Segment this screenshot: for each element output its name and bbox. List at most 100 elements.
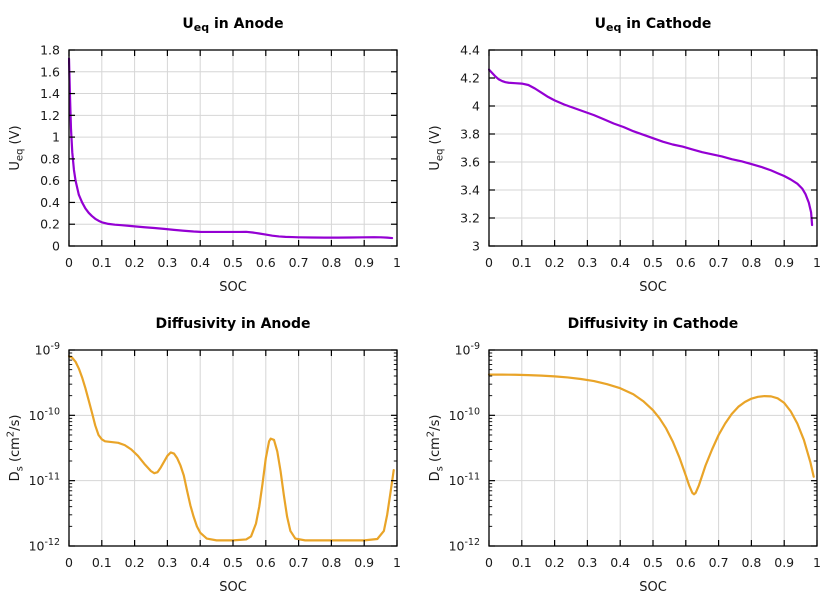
svg-text:0.8: 0.8 [741,255,761,270]
svg-text:0.2: 0.2 [125,555,145,570]
svg-text:0.3: 0.3 [157,555,177,570]
data-curve-diffusivity-cathode [488,373,815,496]
svg-text:0.9: 0.9 [774,255,794,270]
svg-text:0.4: 0.4 [190,255,210,270]
svg-text:0.7: 0.7 [709,555,729,570]
svg-text:0.4: 0.4 [610,555,630,570]
svg-text:0.7: 0.7 [289,555,309,570]
svg-text:0.4: 0.4 [40,195,60,210]
data-curve-ueq-anode [68,57,394,240]
axis-ticks [488,349,818,547]
svg-text:0.6: 0.6 [40,173,60,188]
svg-text:0.1: 0.1 [92,555,112,570]
svg-text:0.1: 0.1 [512,255,532,270]
log-minor-ticks [489,352,817,527]
svg-text:10-12: 10-12 [29,537,60,554]
log-minor-ticks [69,352,397,527]
data-curve-diffusivity-anode [68,355,395,542]
svg-text:0: 0 [485,555,493,570]
svg-text:0: 0 [485,255,493,270]
svg-text:0.3: 0.3 [157,255,177,270]
svg-text:1: 1 [813,555,821,570]
svg-text:0.6: 0.6 [256,555,276,570]
y-tick-labels: 0 0.2 0.4 0.6 0.8 1 1.2 1.4 1.6 1.8 [40,43,60,254]
svg-text:4: 4 [472,99,480,114]
svg-text:10-10: 10-10 [29,406,60,423]
svg-text:1: 1 [393,555,401,570]
svg-text:0.4: 0.4 [190,555,210,570]
x-axis-label: SOC [219,580,247,595]
svg-text:0.3: 0.3 [577,555,597,570]
svg-text:0.8: 0.8 [40,151,60,166]
x-axis-label: SOC [219,280,247,295]
chart-diffusivity-anode: 0 0.1 0.2 0.3 0.4 0.5 0.6 0.7 0.8 0.9 110-1210-111… [6,316,401,595]
chart-title: Diffusivity in Cathode [568,316,739,332]
svg-text:10-11: 10-11 [29,472,60,489]
y-axis-label: Ueq (V) [8,125,26,170]
svg-text:0.9: 0.9 [774,555,794,570]
svg-text:0.8: 0.8 [321,555,341,570]
svg-text:3: 3 [472,239,480,254]
svg-text:0.7: 0.7 [709,255,729,270]
x-axis-label: SOC [639,580,667,595]
chart-title: Diffusivity in Anode [155,316,310,332]
svg-text:10-9: 10-9 [35,341,60,358]
svg-text:0.8: 0.8 [741,555,761,570]
svg-text:1.6: 1.6 [40,64,60,79]
chart-title: Ueq in Anode [182,16,283,34]
y-tick-labels: 3 3.2 3.4 3.6 3.8 4 4.2 4.4 [460,43,480,254]
x-tick-labels: 0 0.1 0.2 0.3 0.4 0.5 0.6 0.7 0.8 0.9 1 [65,555,401,570]
svg-text:0.2: 0.2 [40,217,60,232]
svg-text:10-11: 10-11 [449,472,480,489]
svg-text:10-10: 10-10 [449,406,480,423]
svg-text:3.6: 3.6 [460,155,480,170]
svg-text:0.8: 0.8 [321,255,341,270]
svg-text:0.2: 0.2 [545,555,565,570]
svg-text:0.4: 0.4 [610,255,630,270]
grid-lines [69,50,397,246]
svg-text:0.5: 0.5 [223,255,243,270]
svg-text:0.2: 0.2 [545,255,565,270]
y-axis-label: Ds (cm2/s) [426,415,446,482]
svg-text:0.9: 0.9 [354,255,374,270]
svg-text:1: 1 [813,255,821,270]
x-tick-labels: 0 0.1 0.2 0.3 0.4 0.5 0.6 0.7 0.8 0.9 1 [65,255,401,270]
svg-text:0.1: 0.1 [92,255,112,270]
svg-text:0: 0 [65,255,73,270]
y-tick-labels: 10-12 10-11 10-10 10-9 [449,341,480,554]
svg-text:1: 1 [393,255,401,270]
chart-ueq-cathode: 0 0.1 0.2 0.3 0.4 0.5 0.6 0.7 0.8 0.9 133.23.43.63… [428,16,821,295]
svg-text:3.4: 3.4 [460,183,480,198]
svg-text:0.3: 0.3 [577,255,597,270]
svg-text:3.2: 3.2 [460,211,480,226]
x-tick-labels: 0 0.1 0.2 0.3 0.4 0.5 0.6 0.7 0.8 0.9 1 [485,255,821,270]
chart-diffusivity-cathode: 0 0.1 0.2 0.3 0.4 0.5 0.6 0.7 0.8 0.9 110-1210-111… [426,316,821,595]
svg-text:0.5: 0.5 [643,255,663,270]
svg-text:1.2: 1.2 [40,108,60,123]
svg-text:1: 1 [52,130,60,145]
x-tick-labels: 0 0.1 0.2 0.3 0.4 0.5 0.6 0.7 0.8 0.9 1 [485,555,821,570]
svg-text:0.5: 0.5 [223,555,243,570]
svg-text:0.6: 0.6 [676,555,696,570]
chart-ueq-anode: 0 0.1 0.2 0.3 0.4 0.5 0.6 0.7 0.8 0.9 100.20.40.60… [8,16,401,295]
axis-ticks [488,49,818,247]
grid-lines [489,50,817,246]
svg-text:0.2: 0.2 [125,255,145,270]
svg-text:0.6: 0.6 [256,255,276,270]
y-axis-label: Ds (cm2/s) [6,415,26,482]
axis-ticks [68,49,398,247]
svg-text:3.8: 3.8 [460,127,480,142]
grid-lines [489,350,817,546]
svg-text:4.2: 4.2 [460,71,480,86]
y-tick-labels: 10-12 10-11 10-10 10-9 [29,341,60,554]
data-curve-ueq-cathode [488,68,814,227]
svg-text:10-12: 10-12 [449,537,480,554]
svg-text:0.9: 0.9 [354,555,374,570]
x-axis-label: SOC [639,280,667,295]
y-axis-label: Ueq (V) [428,125,446,170]
svg-text:1.4: 1.4 [40,86,60,101]
svg-text:0.5: 0.5 [643,555,663,570]
grid-lines [69,350,397,546]
svg-text:0: 0 [65,555,73,570]
